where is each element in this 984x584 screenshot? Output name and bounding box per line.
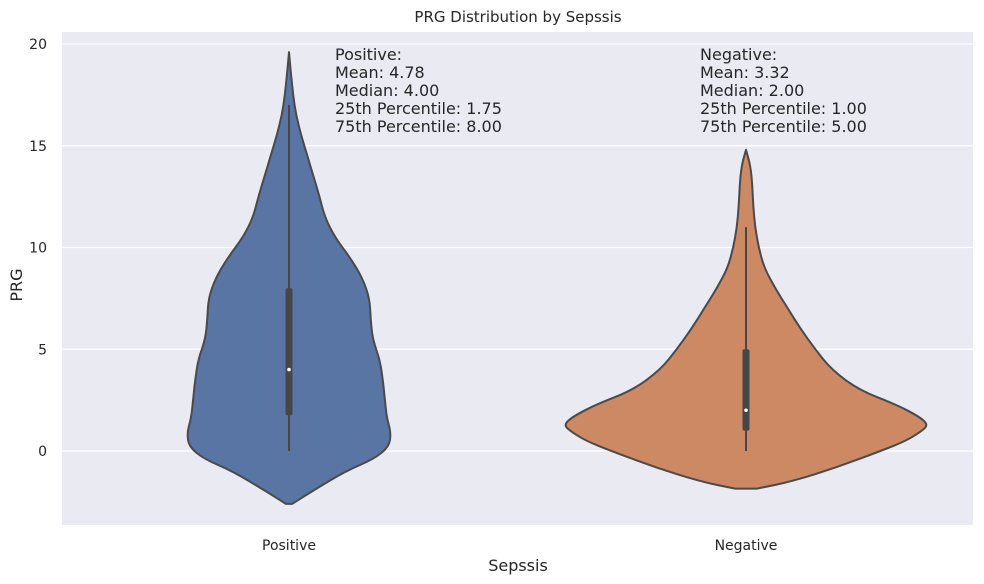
x-tick-label: Positive [262,538,316,554]
y-tick-label: 20 [29,37,47,53]
annotation-line-positive: Median: 4.00 [335,81,439,100]
x-axis-title: Sepssis [488,556,548,575]
violin-iqr-box-positive [285,288,293,416]
annotation-line-negative: Negative: [700,45,777,64]
annotation-line-positive: 25th Percentile: 1.75 [335,99,502,118]
violin-median-negative [744,408,748,413]
violin-iqr-box-negative [742,349,750,431]
annotation-line-positive: 75th Percentile: 8.00 [335,117,502,136]
annotation-line-negative: Mean: 3.32 [700,63,790,82]
plot-area: 0 5 10 15 20 Positive Negative Positive:Mean: 4… [29,32,973,554]
chart-title: PRG Distribution by Sepssis [414,8,621,26]
y-tick-label: 15 [29,139,47,155]
y-tick-label: 0 [38,444,47,460]
y-axis-title: PRG [7,268,26,301]
violin-median-positive [287,367,291,372]
annotation-line-negative: Median: 2.00 [700,81,804,100]
annotation-line-negative: 25th Percentile: 1.00 [700,99,867,118]
annotation-line-positive: Positive: [335,45,402,64]
y-tick-label: 5 [38,342,47,358]
x-tick-label: Negative [715,538,778,554]
annotation-line-negative: 75th Percentile: 5.00 [700,117,867,136]
y-tick-label: 10 [29,241,47,257]
annotation-line-positive: Mean: 4.78 [335,63,425,82]
